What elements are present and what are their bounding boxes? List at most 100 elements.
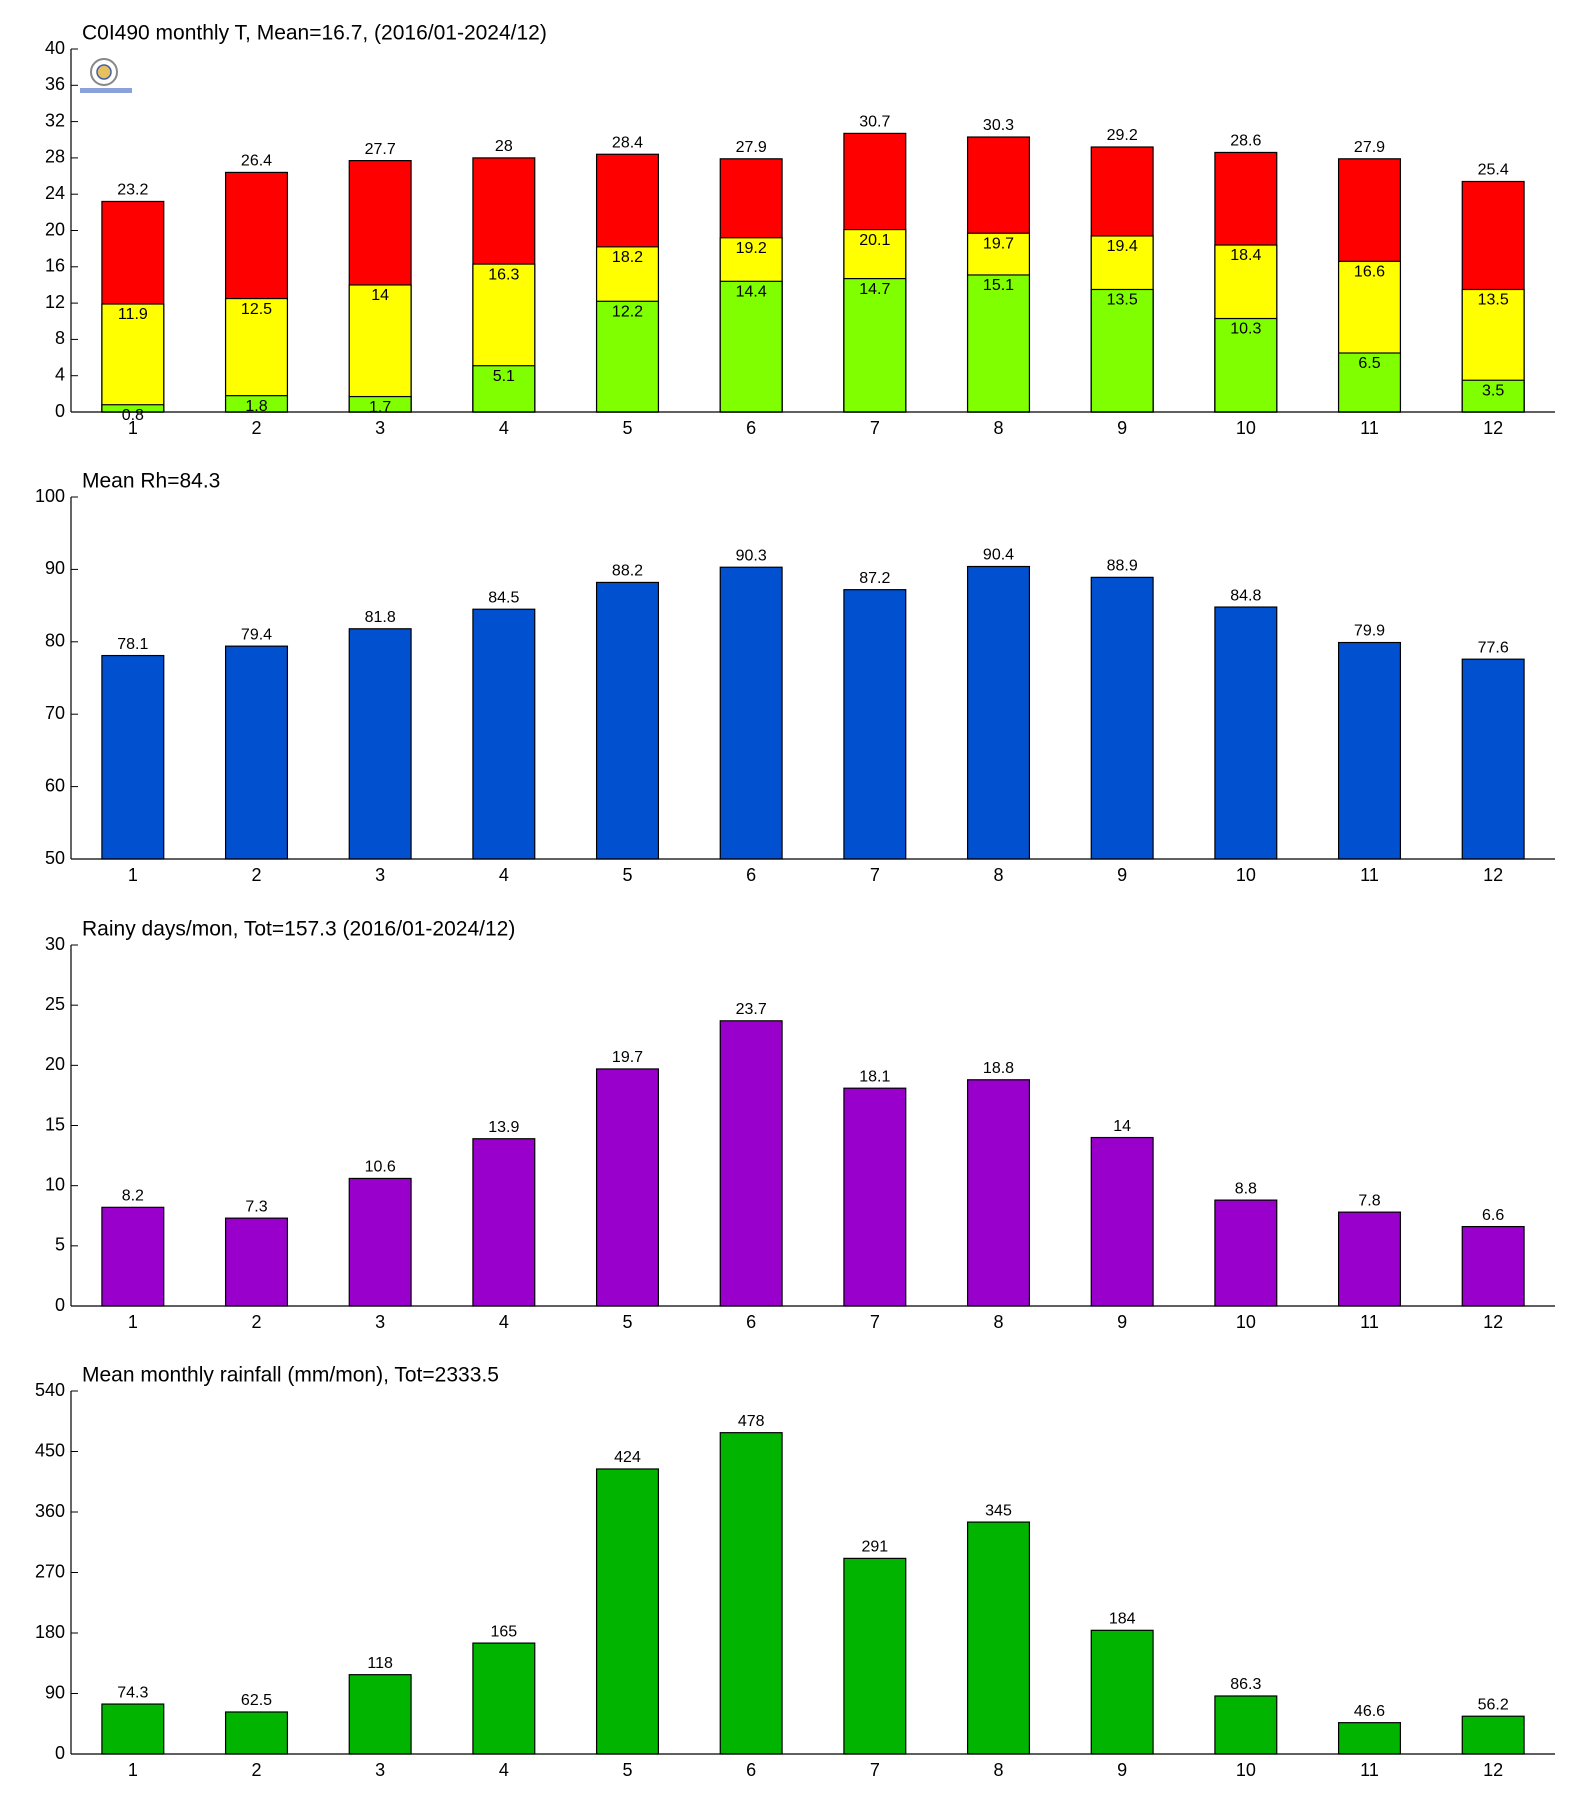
value-label: 90.4 [983, 547, 1014, 564]
y-tick-label: 25 [45, 994, 65, 1014]
value-label: 18.8 [983, 1060, 1014, 1077]
value-label: 84.8 [1230, 587, 1261, 604]
x-tick-label: 12 [1483, 1312, 1503, 1332]
value-label: 87.2 [859, 570, 890, 587]
bar [224, 1711, 289, 1755]
bar [595, 581, 660, 860]
y-tick-label: 60 [45, 775, 65, 795]
value-label: 13.5 [1478, 292, 1509, 309]
value-label: 28.6 [1230, 133, 1261, 150]
bar [1090, 1629, 1154, 1755]
chart-title: Mean Rh=84.3 [82, 470, 220, 493]
y-tick-label: 36 [45, 74, 65, 94]
chart-title: Rainy days/mon, Tot=157.3 (2016/01-2024/… [82, 918, 515, 941]
value-label: 7.8 [1358, 1192, 1380, 1209]
y-tick-label: 90 [45, 1682, 65, 1702]
y-tick-label: 0 [55, 1743, 65, 1763]
value-label: 62.5 [241, 1692, 272, 1709]
x-tick-label: 12 [1483, 865, 1503, 885]
bar [472, 365, 536, 413]
value-label: 27.9 [736, 139, 767, 156]
value-label: 19.7 [983, 235, 1014, 252]
value-label: 30.3 [983, 117, 1014, 134]
value-label: 345 [985, 1502, 1012, 1519]
bar [348, 284, 412, 413]
x-tick-label: 5 [622, 865, 632, 885]
value-label: 88.9 [1107, 558, 1138, 575]
value-label: 12.5 [241, 301, 272, 318]
x-tick-label: 8 [993, 1760, 1003, 1780]
value-label: 77.6 [1478, 639, 1509, 656]
y-tick-label: 12 [45, 292, 65, 312]
x-tick-label: 4 [499, 865, 509, 885]
y-tick-label: 50 [45, 848, 65, 868]
y-tick-label: 20 [45, 219, 65, 239]
value-label: 10.3 [1230, 321, 1261, 338]
value-label: 26.4 [241, 153, 272, 170]
value-label: 46.6 [1354, 1703, 1385, 1720]
value-label: 18.1 [859, 1068, 890, 1085]
x-tick-label: 3 [375, 1312, 385, 1332]
x-tick-label: 2 [251, 1312, 261, 1332]
value-label: 12.2 [612, 304, 643, 321]
y-tick-label: 100 [35, 486, 65, 506]
value-label: 10.6 [365, 1159, 396, 1176]
bar [719, 1020, 783, 1307]
x-tick-label: 7 [870, 418, 880, 438]
bar [348, 628, 412, 860]
bar [472, 1642, 536, 1755]
bar [101, 303, 165, 413]
bar [843, 1557, 907, 1755]
chart-title: C0I490 monthly T, Mean=16.7, (2016/01-20… [82, 22, 547, 45]
y-tick-label: 4 [55, 364, 65, 384]
logo-emblem-inner [96, 64, 112, 80]
x-tick-label: 11 [1360, 865, 1379, 885]
value-label: 478 [738, 1413, 765, 1430]
x-tick-label: 4 [499, 1312, 509, 1332]
bar [1214, 317, 1278, 413]
bar [224, 645, 289, 860]
value-label: 88.2 [612, 563, 643, 580]
bar [1214, 1695, 1278, 1755]
value-label: 19.2 [736, 240, 767, 257]
y-tick-label: 540 [35, 1380, 65, 1400]
y-tick-label: 30 [45, 934, 65, 954]
value-label: 184 [1109, 1611, 1136, 1628]
value-label: 84.5 [488, 589, 519, 606]
value-label: 6.6 [1482, 1207, 1504, 1224]
bar [966, 1521, 1031, 1755]
value-label: 79.9 [1354, 623, 1385, 640]
value-label: 8.2 [122, 1188, 144, 1205]
x-tick-label: 1 [128, 418, 138, 438]
value-label: 20.1 [859, 232, 890, 249]
bar [595, 1068, 660, 1307]
value-label: 1.8 [245, 398, 267, 415]
value-label: 79.4 [241, 626, 272, 643]
logo-text-band [80, 88, 132, 93]
x-tick-label: 7 [870, 865, 880, 885]
value-label: 424 [614, 1449, 641, 1466]
bar [843, 589, 907, 860]
x-tick-label: 8 [993, 1312, 1003, 1332]
bar [1090, 576, 1154, 860]
x-tick-label: 11 [1360, 418, 1379, 438]
value-label: 3.5 [1482, 382, 1504, 399]
value-label: 13.9 [488, 1119, 519, 1136]
bar [1090, 1136, 1154, 1307]
x-tick-label: 3 [375, 418, 385, 438]
value-label: 291 [861, 1539, 888, 1556]
value-label: 7.3 [245, 1198, 267, 1215]
value-label: 19.4 [1107, 238, 1138, 255]
x-tick-label: 11 [1360, 1312, 1379, 1332]
y-tick-label: 70 [45, 703, 65, 723]
chart-title: Mean monthly rainfall (mm/mon), Tot=2333… [82, 1364, 499, 1387]
bar [966, 274, 1031, 413]
y-tick-label: 15 [45, 1114, 65, 1134]
value-label: 14.7 [859, 281, 890, 298]
value-label: 18.4 [1230, 247, 1261, 264]
y-tick-label: 24 [45, 183, 65, 203]
bar [224, 1217, 289, 1307]
x-tick-label: 4 [499, 418, 509, 438]
bar [966, 1079, 1031, 1307]
